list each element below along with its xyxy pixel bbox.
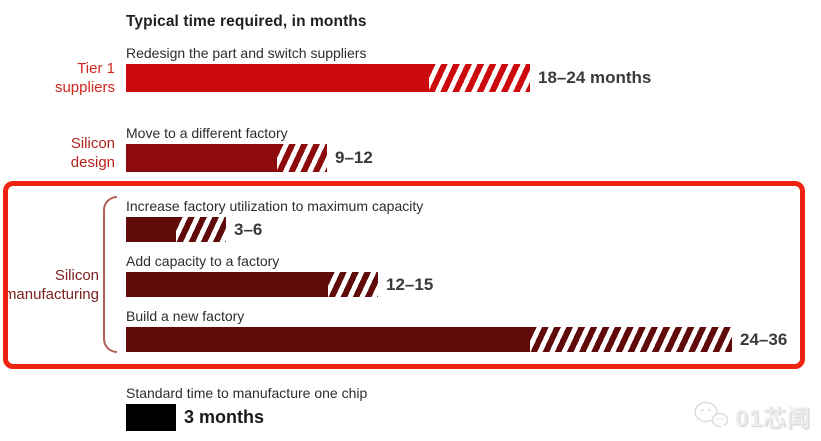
bar-hatched-segment xyxy=(176,217,226,242)
bar: 9–12 xyxy=(126,144,373,172)
chart-title: Typical time required, in months xyxy=(126,13,367,30)
chart-row-build-factory: Build a new factory 24–36 xyxy=(126,308,787,352)
bar-label: Increase factory utilization to maximum … xyxy=(126,198,424,214)
watermark: 01芯闻 xyxy=(693,399,811,433)
bar-hatched-segment xyxy=(530,327,732,352)
chart-row-increase-utilization: Increase factory utilization to maximum … xyxy=(126,198,423,242)
group-label-silicon-manufacturing: Silicon manufacturing xyxy=(0,266,99,304)
watermark-text: 01芯闻 xyxy=(735,405,811,431)
bar-solid-segment xyxy=(126,217,176,242)
bar-solid-segment xyxy=(126,404,176,431)
bar: 3–6 xyxy=(126,217,423,242)
bar-label: Move to a different factory xyxy=(126,125,288,141)
group-label-silicon-design: Silicon design xyxy=(0,134,115,172)
bar-label: Build a new factory xyxy=(126,308,245,324)
bar-solid-segment xyxy=(126,327,530,352)
bar-value-label: 24–36 xyxy=(740,329,788,349)
bar-solid-segment xyxy=(126,272,328,297)
bar-value-label: 3–6 xyxy=(234,219,263,239)
bar: 24–36 xyxy=(126,327,787,352)
bar-solid-segment xyxy=(126,64,429,92)
bar-value-label: 3 months xyxy=(184,407,265,427)
bar-value-label: 12–15 xyxy=(386,274,434,294)
bar-hatched-segment xyxy=(277,144,327,172)
manufacturing-group-bracket xyxy=(103,196,117,353)
bar: 12–15 xyxy=(126,272,433,297)
chart-row-move-factory: Move to a different factory 9–12 xyxy=(126,125,373,172)
bar-label: Redesign the part and switch suppliers xyxy=(126,45,367,61)
bar-hatched-segment xyxy=(429,64,530,92)
bar-value-label: 18–24 months xyxy=(538,68,652,87)
chart-row-standard-time: Standard time to manufacture one chip 3 … xyxy=(126,385,367,431)
chart-row-add-capacity: Add capacity to a factory 12–15 xyxy=(126,253,433,297)
bar-hatched-segment xyxy=(328,272,378,297)
group-label-tier1-suppliers: Tier 1 suppliers xyxy=(0,59,115,97)
bar: 18–24 months xyxy=(126,64,651,92)
group-label-line: design xyxy=(70,154,115,171)
group-label-line: Silicon xyxy=(70,135,115,152)
bar: 3 months xyxy=(126,404,367,431)
group-label-line: Tier 1 xyxy=(77,60,115,77)
group-label-line: Silicon xyxy=(54,267,99,284)
bar-label: Standard time to manufacture one chip xyxy=(126,385,368,401)
bar-value-label: 9–12 xyxy=(335,148,373,167)
group-label-line: manufacturing xyxy=(3,286,99,303)
group-label-line: suppliers xyxy=(54,79,115,96)
chart-row-redesign: Redesign the part and switch suppliers 1… xyxy=(126,45,651,92)
wechat-bubbles-icon xyxy=(693,401,729,431)
bar-label: Add capacity to a factory xyxy=(126,253,280,269)
bar-solid-segment xyxy=(126,144,277,172)
